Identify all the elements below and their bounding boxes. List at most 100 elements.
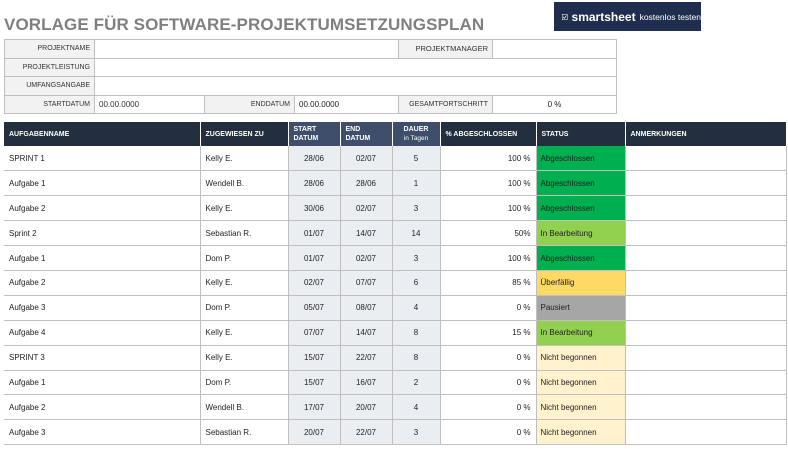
projektname-field[interactable] bbox=[94, 39, 399, 59]
end-date-cell[interactable]: 02/07 bbox=[340, 245, 393, 271]
assigned-to-cell[interactable]: Wendell B. bbox=[200, 394, 289, 421]
task-name-cell[interactable]: Aufgabe 2 bbox=[4, 195, 201, 222]
table-row[interactable]: Aufgabe 3 Dom P. 05/07 08/07 4 0 % Pausiert bbox=[4, 295, 787, 321]
end-date-cell[interactable]: 14/07 bbox=[340, 220, 393, 247]
status-cell[interactable]: Abgeschlossen bbox=[536, 146, 626, 172]
enddatum-field[interactable]: 00.00.0000 bbox=[294, 94, 399, 114]
assigned-to-cell[interactable]: Kelly E. bbox=[200, 195, 289, 222]
table-row[interactable]: Aufgabe 4 Kelly E. 07/07 14/07 8 15 % In Bearb… bbox=[4, 320, 787, 346]
notes-cell[interactable] bbox=[625, 245, 787, 271]
duration-cell[interactable]: 2 bbox=[392, 370, 441, 396]
status-cell[interactable]: Überfällig bbox=[536, 270, 626, 296]
assigned-to-cell[interactable]: Sebastian R. bbox=[200, 419, 289, 446]
duration-cell[interactable]: 3 bbox=[392, 245, 441, 271]
start-date-cell[interactable]: 15/07 bbox=[288, 345, 341, 371]
table-row[interactable]: Aufgabe 2 Wendell B. 17/07 20/07 4 0 % Nicht b… bbox=[4, 394, 787, 421]
start-date-cell[interactable]: 07/07 bbox=[288, 320, 341, 346]
duration-cell[interactable]: 1 bbox=[392, 170, 441, 197]
table-row[interactable]: Aufgabe 3 Sebastian R. 20/07 22/07 3 0 % Nicht… bbox=[4, 419, 787, 446]
task-name-cell[interactable]: Aufgabe 1 bbox=[4, 370, 201, 396]
duration-cell[interactable]: 4 bbox=[392, 394, 441, 421]
notes-cell[interactable] bbox=[625, 370, 787, 396]
start-date-cell[interactable]: 20/07 bbox=[288, 419, 341, 446]
end-date-cell[interactable]: 02/07 bbox=[340, 146, 393, 172]
umfang-field[interactable] bbox=[94, 76, 617, 96]
notes-cell[interactable] bbox=[625, 394, 787, 421]
table-row[interactable]: Aufgabe 2 Kelly E. 02/07 07/07 6 85 % Überfäll… bbox=[4, 270, 787, 296]
assigned-to-cell[interactable]: Kelly E. bbox=[200, 146, 289, 172]
table-row[interactable]: Aufgabe 2 Kelly E. 30/06 02/07 3 100 % Abgesch… bbox=[4, 195, 787, 222]
percent-complete-cell[interactable]: 100 % bbox=[440, 170, 537, 197]
percent-complete-cell[interactable]: 0 % bbox=[440, 295, 537, 321]
status-cell[interactable]: Abgeschlossen bbox=[536, 195, 626, 222]
task-name-cell[interactable]: Sprint 2 bbox=[4, 220, 201, 247]
status-cell[interactable]: In Bearbeitung bbox=[536, 320, 626, 346]
end-date-cell[interactable]: 16/07 bbox=[340, 370, 393, 396]
percent-complete-cell[interactable]: 0 % bbox=[440, 370, 537, 396]
task-name-cell[interactable]: Aufgabe 1 bbox=[4, 170, 201, 197]
end-date-cell[interactable]: 20/07 bbox=[340, 394, 393, 421]
task-name-cell[interactable]: Aufgabe 3 bbox=[4, 295, 201, 321]
notes-cell[interactable] bbox=[625, 419, 787, 446]
assigned-to-cell[interactable]: Sebastian R. bbox=[200, 220, 289, 247]
percent-complete-cell[interactable]: 15 % bbox=[440, 320, 537, 346]
table-row[interactable]: SPRINT 3 Kelly E. 15/07 22/07 8 0 % Nicht bego… bbox=[4, 345, 787, 371]
duration-cell[interactable]: 6 bbox=[392, 270, 441, 296]
task-name-cell[interactable]: Aufgabe 4 bbox=[4, 320, 201, 346]
assigned-to-cell[interactable]: Kelly E. bbox=[200, 270, 289, 296]
percent-complete-cell[interactable]: 100 % bbox=[440, 195, 537, 222]
task-name-cell[interactable]: Aufgabe 1 bbox=[4, 245, 201, 271]
duration-cell[interactable]: 4 bbox=[392, 295, 441, 321]
start-date-cell[interactable]: 28/06 bbox=[288, 170, 341, 197]
status-cell[interactable]: Nicht begonnen bbox=[536, 345, 626, 371]
smartsheet-trial-banner[interactable]: smartsheet kostenlos testen bbox=[554, 2, 701, 31]
task-name-cell[interactable]: SPRINT 1 bbox=[4, 146, 201, 172]
status-cell[interactable]: Abgeschlossen bbox=[536, 170, 626, 197]
notes-cell[interactable] bbox=[625, 220, 787, 247]
notes-cell[interactable] bbox=[625, 320, 787, 346]
assigned-to-cell[interactable]: Kelly E. bbox=[200, 345, 289, 371]
percent-complete-cell[interactable]: 0 % bbox=[440, 419, 537, 446]
start-date-cell[interactable]: 05/07 bbox=[288, 295, 341, 321]
task-name-cell[interactable]: Aufgabe 2 bbox=[4, 394, 201, 421]
status-cell[interactable]: Nicht begonnen bbox=[536, 394, 626, 421]
end-date-cell[interactable]: 08/07 bbox=[340, 295, 393, 321]
end-date-cell[interactable]: 07/07 bbox=[340, 270, 393, 296]
notes-cell[interactable] bbox=[625, 195, 787, 222]
start-date-cell[interactable]: 02/07 bbox=[288, 270, 341, 296]
end-date-cell[interactable]: 22/07 bbox=[340, 345, 393, 371]
status-cell[interactable]: In Bearbeitung bbox=[536, 220, 626, 247]
assigned-to-cell[interactable]: Dom P. bbox=[200, 245, 289, 271]
notes-cell[interactable] bbox=[625, 295, 787, 321]
percent-complete-cell[interactable]: 85 % bbox=[440, 270, 537, 296]
start-date-cell[interactable]: 28/06 bbox=[288, 146, 341, 172]
percent-complete-cell[interactable]: 0 % bbox=[440, 345, 537, 371]
status-cell[interactable]: Pausiert bbox=[536, 295, 626, 321]
assigned-to-cell[interactable]: Dom P. bbox=[200, 295, 289, 321]
end-date-cell[interactable]: 28/06 bbox=[340, 170, 393, 197]
start-date-cell[interactable]: 17/07 bbox=[288, 394, 341, 421]
table-row[interactable]: Aufgabe 1 Dom P. 01/07 02/07 3 100 % Abgeschlo… bbox=[4, 245, 787, 271]
status-cell[interactable]: Nicht begonnen bbox=[536, 370, 626, 396]
table-row[interactable]: Aufgabe 1 Wendell B. 28/06 28/06 1 100 % Abges… bbox=[4, 170, 787, 197]
percent-complete-cell[interactable]: 0 % bbox=[440, 394, 537, 421]
end-date-cell[interactable]: 02/07 bbox=[340, 195, 393, 222]
percent-complete-cell[interactable]: 100 % bbox=[440, 245, 537, 271]
end-date-cell[interactable]: 14/07 bbox=[340, 320, 393, 346]
duration-cell[interactable]: 3 bbox=[392, 419, 441, 446]
start-date-cell[interactable]: 30/06 bbox=[288, 195, 341, 222]
start-date-cell[interactable]: 01/07 bbox=[288, 220, 341, 247]
notes-cell[interactable] bbox=[625, 146, 787, 172]
task-name-cell[interactable]: Aufgabe 3 bbox=[4, 419, 201, 446]
task-name-cell[interactable]: SPRINT 3 bbox=[4, 345, 201, 371]
notes-cell[interactable] bbox=[625, 345, 787, 371]
end-date-cell[interactable]: 22/07 bbox=[340, 419, 393, 446]
status-cell[interactable]: Nicht begonnen bbox=[536, 419, 626, 446]
duration-cell[interactable]: 14 bbox=[392, 220, 441, 247]
percent-complete-cell[interactable]: 50% bbox=[440, 220, 537, 247]
percent-complete-cell[interactable]: 100 % bbox=[440, 146, 537, 172]
status-cell[interactable]: Abgeschlossen bbox=[536, 245, 626, 271]
duration-cell[interactable]: 3 bbox=[392, 195, 441, 222]
duration-cell[interactable]: 8 bbox=[392, 345, 441, 371]
start-date-cell[interactable]: 01/07 bbox=[288, 245, 341, 271]
